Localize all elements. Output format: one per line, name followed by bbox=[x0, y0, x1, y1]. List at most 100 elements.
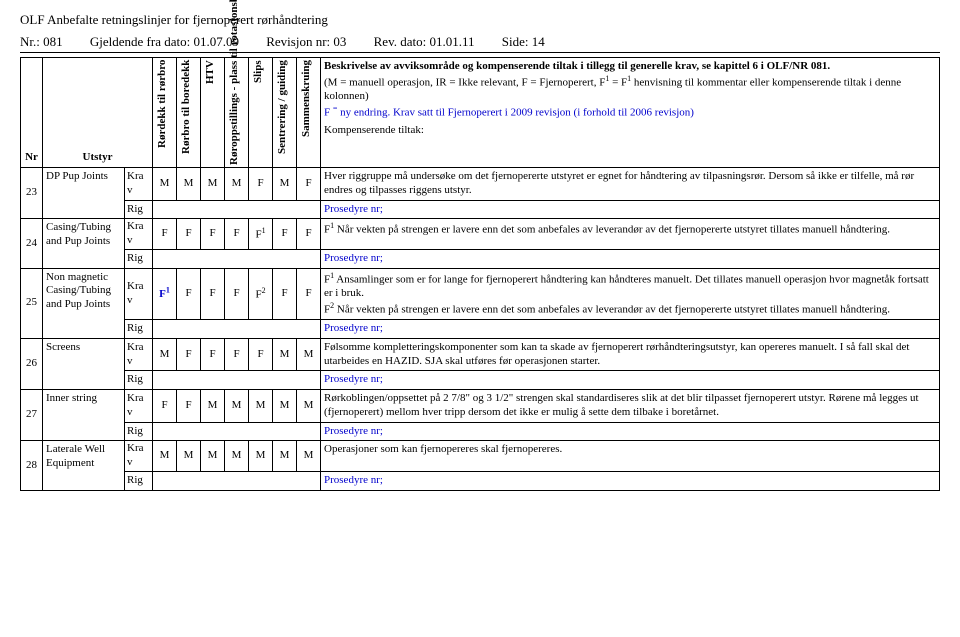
cell-val: F bbox=[225, 219, 249, 250]
cell-krav: Kra v bbox=[125, 219, 153, 250]
cell-utstyr: Laterale Well Equipment bbox=[43, 441, 125, 490]
cell-rigdesc: Prosedyre nr; bbox=[321, 371, 940, 390]
doc-meta: Nr.: 081 Gjeldende fra dato: 01.07.09 Re… bbox=[20, 34, 940, 50]
table-row: Rig Prosedyre nr; bbox=[21, 471, 940, 490]
cell-val: F bbox=[177, 338, 201, 371]
divider bbox=[20, 52, 940, 53]
cell-utstyr: Non magnetic Casing/Tubing and Pup Joint… bbox=[43, 268, 125, 338]
cell-desc: Hver riggruppe må undersøke om det fjern… bbox=[321, 168, 940, 201]
meta-revisjon: Revisjon nr: 03 bbox=[266, 34, 346, 50]
cell-desc: F1 Ansamlinger som er for lange for fjer… bbox=[321, 268, 940, 320]
cell-nr: 25 bbox=[21, 268, 43, 338]
cell-val: M bbox=[273, 441, 297, 472]
cell-krav: Kra v bbox=[125, 441, 153, 472]
cell-utstyr: Screens bbox=[43, 338, 125, 389]
cell-val: M bbox=[201, 441, 225, 472]
table-row: Rig Prosedyre nr; bbox=[21, 371, 940, 390]
cell-val: F bbox=[177, 219, 201, 250]
cell-val: F bbox=[153, 219, 177, 250]
cell-val: M bbox=[225, 390, 249, 423]
cell-empty bbox=[153, 249, 321, 268]
cell-utstyr: DP Pup Joints bbox=[43, 168, 125, 219]
cell-val: M bbox=[273, 168, 297, 201]
col-sammenskruing: Sammenskruing bbox=[297, 58, 321, 168]
cell-nr: 23 bbox=[21, 168, 43, 219]
cell-desc: F1 Når vekten på strengen er lavere enn … bbox=[321, 219, 940, 250]
cell-val: M bbox=[297, 338, 321, 371]
cell-val: M bbox=[225, 441, 249, 472]
cell-val: F bbox=[177, 268, 201, 320]
table-header-row: Nr Utstyr Rørdekk til rørbro Rørbro til … bbox=[21, 58, 940, 168]
cell-val: F bbox=[201, 268, 225, 320]
table-row: Rig Prosedyre nr; bbox=[21, 200, 940, 219]
cell-rigdesc: Prosedyre nr; bbox=[321, 422, 940, 441]
cell-val: M bbox=[201, 390, 225, 423]
cell-nr: 28 bbox=[21, 441, 43, 490]
table-row: 27 Inner string Kra v F F M M M M M Rørk… bbox=[21, 390, 940, 423]
cell-rigdesc: Prosedyre nr; bbox=[321, 320, 940, 339]
cell-krav: Kra v bbox=[125, 338, 153, 371]
cell-val: M bbox=[297, 390, 321, 423]
cell-desc: Rørkoblingen/oppsettet på 2 7/8" og 3 1/… bbox=[321, 390, 940, 423]
col-sentrering: Sentrering / guiding bbox=[273, 58, 297, 168]
col-nr: Nr bbox=[21, 58, 43, 168]
col-roroppstilling: Røroppstillings - plass til rotasjonsbor… bbox=[225, 58, 249, 168]
cell-val: M bbox=[177, 168, 201, 201]
col-rorbro: Rørbro til boredekk bbox=[177, 58, 201, 168]
cell-val: M bbox=[249, 441, 273, 472]
cell-rigdesc: Prosedyre nr; bbox=[321, 471, 940, 490]
cell-utstyr: Casing/Tubing and Pup Joints bbox=[43, 219, 125, 268]
cell-val: F1 bbox=[249, 219, 273, 250]
table-row: Rig Prosedyre nr; bbox=[21, 320, 940, 339]
cell-krav: Kra v bbox=[125, 268, 153, 320]
cell-val: M bbox=[249, 390, 273, 423]
cell-val: M bbox=[273, 390, 297, 423]
cell-val: M bbox=[225, 168, 249, 201]
cell-val: M bbox=[177, 441, 201, 472]
table-row: 28 Laterale Well Equipment Kra v M M M M… bbox=[21, 441, 940, 472]
cell-desc: Operasjoner som kan fjernopereres skal f… bbox=[321, 441, 940, 472]
cell-val: F bbox=[249, 338, 273, 371]
cell-val: M bbox=[201, 168, 225, 201]
cell-empty bbox=[153, 371, 321, 390]
col-description: Beskrivelse av avviksområde og kompenser… bbox=[321, 58, 940, 168]
cell-val: F bbox=[249, 168, 273, 201]
col-rordekk: Rørdekk til rørbro bbox=[153, 58, 177, 168]
cell-val: F bbox=[225, 268, 249, 320]
cell-rig: Rig bbox=[125, 200, 153, 219]
cell-val: F bbox=[273, 268, 297, 320]
cell-empty bbox=[153, 471, 321, 490]
doc-title: OLF Anbefalte retningslinjer for fjernop… bbox=[20, 12, 940, 28]
table-row: 26 Screens Kra v M F F F F M M Følsomme … bbox=[21, 338, 940, 371]
cell-val: F bbox=[297, 168, 321, 201]
col-utstyr: Utstyr bbox=[43, 58, 153, 168]
cell-val: M bbox=[153, 441, 177, 472]
table-row: Rig Prosedyre nr; bbox=[21, 249, 940, 268]
cell-val: M bbox=[297, 441, 321, 472]
cell-val: M bbox=[273, 338, 297, 371]
cell-rigdesc: Prosedyre nr; bbox=[321, 200, 940, 219]
meta-side: Side: 14 bbox=[502, 34, 545, 50]
table-row: Rig Prosedyre nr; bbox=[21, 422, 940, 441]
cell-rig: Rig bbox=[125, 471, 153, 490]
cell-val: M bbox=[153, 168, 177, 201]
meta-revdato: Rev. dato: 01.01.11 bbox=[374, 34, 475, 50]
cell-krav: Kra v bbox=[125, 168, 153, 201]
col-slips: Slips bbox=[249, 58, 273, 168]
cell-rig: Rig bbox=[125, 422, 153, 441]
main-table: Nr Utstyr Rørdekk til rørbro Rørbro til … bbox=[20, 57, 940, 491]
cell-val: F bbox=[153, 390, 177, 423]
cell-val: F bbox=[273, 219, 297, 250]
cell-val: F bbox=[297, 268, 321, 320]
table-row: 24 Casing/Tubing and Pup Joints Kra v F … bbox=[21, 219, 940, 250]
table-row: 25 Non magnetic Casing/Tubing and Pup Jo… bbox=[21, 268, 940, 320]
cell-rigdesc: Prosedyre nr; bbox=[321, 249, 940, 268]
cell-empty bbox=[153, 320, 321, 339]
cell-val: F bbox=[201, 338, 225, 371]
meta-nr: Nr.: 081 bbox=[20, 34, 63, 50]
table-row: 23 DP Pup Joints Kra v M M M M F M F Hve… bbox=[21, 168, 940, 201]
cell-nr: 24 bbox=[21, 219, 43, 268]
col-htv: HTV bbox=[201, 58, 225, 168]
cell-krav: Kra v bbox=[125, 390, 153, 423]
cell-empty bbox=[153, 422, 321, 441]
